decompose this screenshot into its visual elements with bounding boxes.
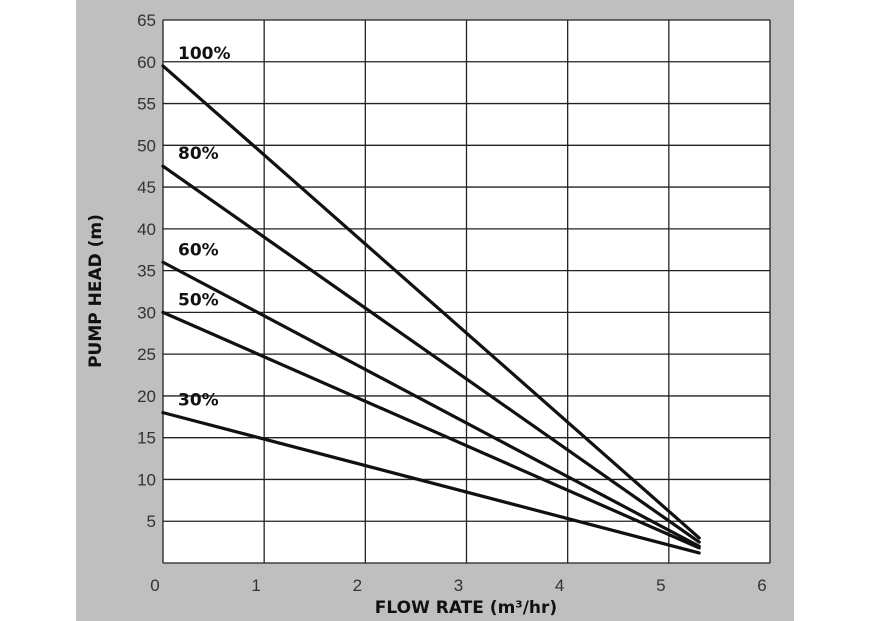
- grid: [162, 19, 771, 564]
- x-tick-label-2: 2: [353, 576, 362, 595]
- y-tick-label-5: 5: [147, 512, 156, 531]
- y-tick-label-50: 50: [137, 136, 156, 155]
- series-labels: 100% 80% 60% 50% 30%: [178, 44, 231, 411]
- series-line-100-percent: [161, 64, 701, 540]
- y-tick-label-10: 10: [137, 470, 156, 489]
- x-tick-label-5: 5: [656, 576, 665, 595]
- series-label-100-percent: 100%: [178, 44, 231, 64]
- series-label-60-percent: 60%: [178, 240, 219, 260]
- y-tick-label-25: 25: [137, 345, 156, 364]
- y-tick-label-45: 45: [137, 178, 156, 197]
- y-tick-label-35: 35: [137, 262, 156, 281]
- series-line-50-percent: [161, 310, 701, 550]
- y-tick-label-40: 40: [137, 220, 156, 239]
- y-tick-label-20: 20: [137, 387, 156, 406]
- y-tick-label-15: 15: [137, 429, 156, 448]
- y-tick-label-65: 65: [137, 11, 156, 30]
- series-label-30-percent: 30%: [178, 391, 219, 411]
- x-tick-label-6: 6: [757, 576, 766, 595]
- x-tick-label-0: 0: [150, 576, 159, 595]
- series-lines: [161, 64, 701, 555]
- y-tick-label-60: 60: [137, 53, 156, 72]
- x-tick-labels: 0 1 2 3 4 5 6: [150, 576, 766, 595]
- x-axis-title: FLOW RATE (m³/hr): [375, 598, 557, 618]
- y-tick-label-30: 30: [137, 303, 156, 322]
- series-label-50-percent: 50%: [178, 290, 219, 310]
- series-line-80-percent: [161, 164, 701, 544]
- y-tick-label-55: 55: [137, 95, 156, 114]
- series-line-60-percent: [161, 260, 701, 548]
- y-tick-labels: 5 10 15 20 25 30 35 40 45 50 55 60 65: [137, 11, 156, 531]
- series-line-30-percent: [161, 411, 701, 555]
- y-axis-title: PUMP HEAD (m): [86, 214, 106, 368]
- x-tick-label-3: 3: [454, 576, 463, 595]
- x-tick-label-1: 1: [251, 576, 260, 595]
- x-tick-label-4: 4: [555, 576, 564, 595]
- series-label-80-percent: 80%: [178, 144, 219, 164]
